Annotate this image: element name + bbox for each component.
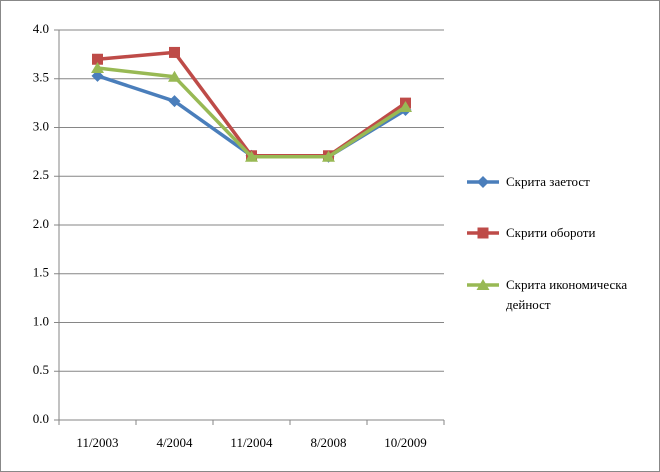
- y-tick-label: 1.5: [33, 265, 49, 280]
- legend-swatch: [467, 176, 499, 188]
- point-marker: [91, 62, 104, 74]
- y-tick-label: 1.0: [33, 313, 49, 328]
- legend-entry: Скрита заетост: [466, 172, 646, 192]
- point-marker: [245, 150, 258, 162]
- legend-entry: Скрита икономическа дейност: [466, 275, 646, 315]
- point-marker: [322, 150, 335, 162]
- point-marker: [92, 53, 103, 65]
- point-marker: [168, 95, 181, 108]
- series-line: [97, 66, 407, 159]
- point-marker: [169, 46, 180, 58]
- x-tick-label: 11/2003: [76, 435, 118, 450]
- point-marker: [168, 70, 181, 82]
- y-tick-label: 2.5: [33, 167, 49, 182]
- series-line: [96, 74, 407, 159]
- legend-entry: Скрити обороти: [466, 223, 646, 243]
- point-marker: [399, 101, 412, 113]
- legend-swatch: [467, 279, 499, 290]
- y-tick-label: 4.0: [33, 21, 49, 36]
- y-tick-label: 0.0: [33, 411, 49, 426]
- y-tick-label: 2.0: [33, 216, 49, 231]
- x-tick-label: 8/2008: [310, 435, 346, 450]
- series-line: [97, 50, 407, 158]
- y-tick-label: 3.0: [33, 118, 49, 133]
- legend-label: Скрити обороти: [506, 225, 596, 240]
- legend-swatch: [467, 227, 499, 239]
- x-tick-label: 10/2009: [384, 435, 427, 450]
- legend-label: Скрита заетост: [506, 174, 590, 189]
- y-tick-label: 3.5: [33, 70, 49, 85]
- x-tick-label: 4/2004: [156, 435, 193, 450]
- legend-label: Скрита икономическа дейност: [506, 277, 628, 312]
- y-tick-label: 0.5: [33, 362, 49, 377]
- x-tick-label: 11/2004: [230, 435, 273, 450]
